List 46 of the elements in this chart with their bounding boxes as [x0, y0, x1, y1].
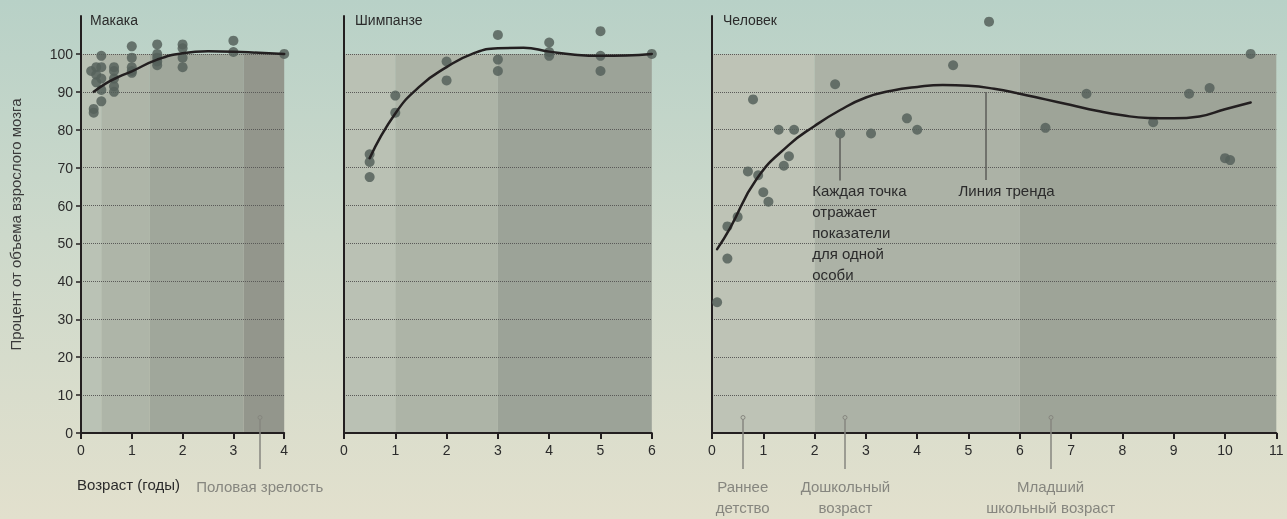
x-tick-label: 5: [596, 442, 605, 458]
x-tick-label: 4: [545, 442, 554, 458]
chart-title: Шимпанзе: [355, 12, 423, 28]
x-tick-label: 7: [1067, 442, 1076, 458]
band-label: Дошкольный возраст: [800, 477, 891, 518]
annotation: Каждая точка отражает показатели для одной особи: [812, 181, 907, 285]
x-tick-label: 2: [178, 442, 187, 458]
x-tick-label: 1: [759, 442, 768, 458]
y-tick-label: 100: [49, 45, 74, 62]
x-tick-label: 0: [340, 442, 349, 458]
x-tick-label: 6: [648, 442, 657, 458]
x-tick-label: 0: [708, 442, 717, 458]
x-tick-label: 2: [442, 442, 451, 458]
annotation: Линия тренда: [958, 181, 1055, 201]
y-tick-label: 60: [57, 197, 74, 214]
band-label: Младший школьный возраст: [986, 477, 1116, 518]
x-tick-label: 4: [913, 442, 922, 458]
x-tick-label: 0: [77, 442, 86, 458]
chart-title: Человек: [723, 12, 778, 28]
x-axis-title: Возраст (годы): [77, 476, 180, 493]
y-tick-label: 20: [57, 349, 74, 366]
band-label: Половая зрелость: [196, 477, 324, 497]
x-tick-label: 1: [127, 442, 136, 458]
chart-title: Макака: [90, 12, 139, 28]
x-tick-label: 11: [1269, 442, 1284, 458]
x-tick-label: 2: [810, 442, 819, 458]
y-axis-title: Процент от объема взрослого мозга: [7, 97, 24, 351]
y-tick-label: 90: [57, 83, 74, 100]
y-tick-label: 50: [57, 235, 74, 252]
y-tick-label: 0: [65, 425, 74, 441]
x-tick-label: 8: [1118, 442, 1127, 458]
y-tick-label: 80: [57, 121, 74, 138]
x-tick-label: 1: [391, 442, 400, 458]
x-tick-label: 4: [280, 442, 289, 458]
y-tick-label: 30: [57, 311, 74, 328]
x-tick-label: 6: [1015, 442, 1024, 458]
y-tick-label: 10: [57, 387, 74, 404]
x-tick-label: 9: [1169, 442, 1178, 458]
x-tick-label: 3: [494, 442, 503, 458]
x-tick-label: 5: [964, 442, 973, 458]
y-tick-label: 70: [57, 159, 74, 176]
band-label: Раннее детство: [715, 477, 770, 518]
x-tick-label: 3: [862, 442, 870, 458]
x-tick-label: 10: [1217, 442, 1233, 458]
x-tick-label: 3: [229, 442, 238, 458]
y-tick-label: 40: [57, 273, 74, 290]
